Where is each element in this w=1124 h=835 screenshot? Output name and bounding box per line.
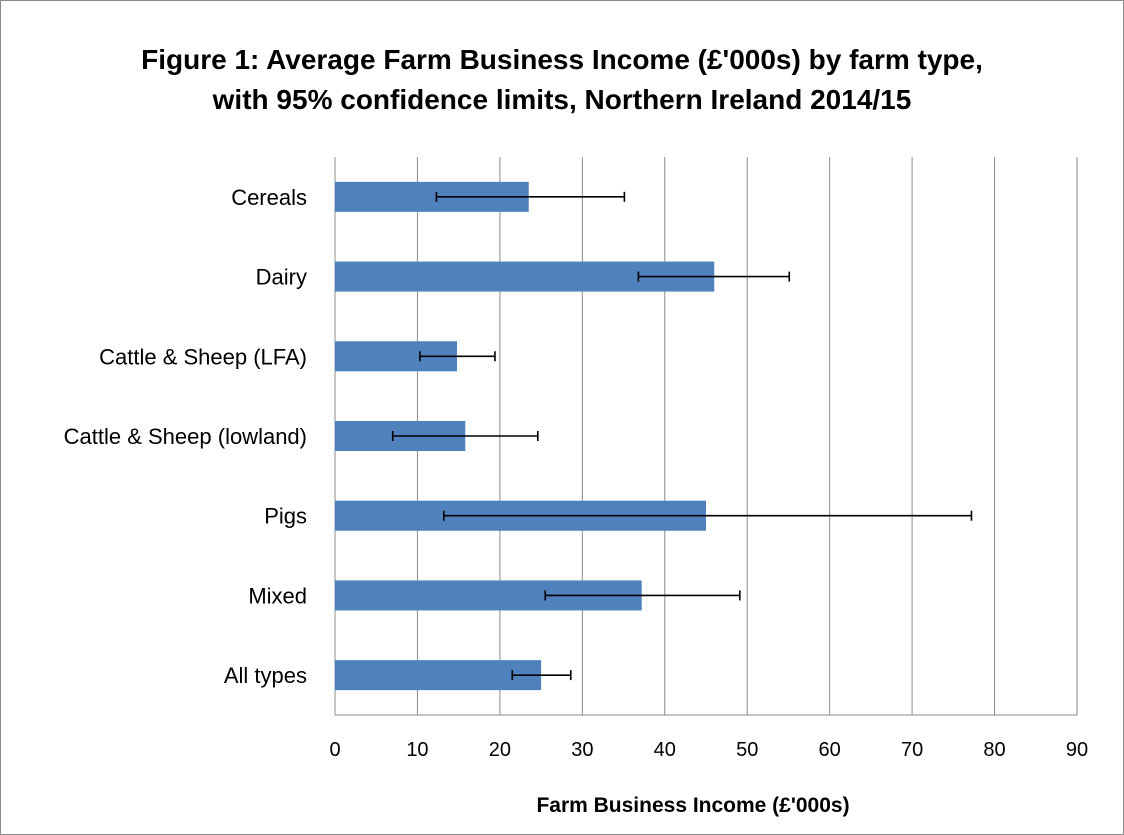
error-bars xyxy=(391,191,973,681)
x-tick-label: 0 xyxy=(329,739,340,761)
category-label: Dairy xyxy=(256,265,307,290)
chart-title-line-1: Figure 1: Average Farm Business Income (… xyxy=(141,44,983,75)
chart-title-line-2: with 95% confidence limits, Northern Ire… xyxy=(212,84,912,115)
category-label: Cattle & Sheep (lowland) xyxy=(64,424,307,449)
category-label: All types xyxy=(224,663,307,688)
chart-title: Figure 1: Average Farm Business Income (… xyxy=(0,40,1124,120)
x-tick-label: 90 xyxy=(1066,739,1088,761)
x-tick-label: 10 xyxy=(406,739,428,761)
x-tick-label: 40 xyxy=(654,739,676,761)
category-label: Cereals xyxy=(231,185,307,210)
x-tick-label: 60 xyxy=(819,739,841,761)
x-tick-label: 20 xyxy=(489,739,511,761)
x-tick-label: 30 xyxy=(571,739,593,761)
category-label: Cattle & Sheep (LFA) xyxy=(99,344,307,369)
category-labels: Cereals Dairy Cattle & Sheep (LFA) Cattle &… xyxy=(64,185,307,688)
category-label: Mixed xyxy=(248,583,307,608)
x-tick-label: 80 xyxy=(983,739,1005,761)
category-label: Pigs xyxy=(264,504,307,529)
x-axis-title: Farm Business Income (£'000s) xyxy=(536,794,849,817)
x-tick-labels: 0 10 20 30 40 50 60 70 80 90 xyxy=(329,739,1088,761)
bar xyxy=(335,660,542,691)
x-tick-label: 70 xyxy=(901,739,923,761)
x-tick-label: 50 xyxy=(736,739,758,761)
